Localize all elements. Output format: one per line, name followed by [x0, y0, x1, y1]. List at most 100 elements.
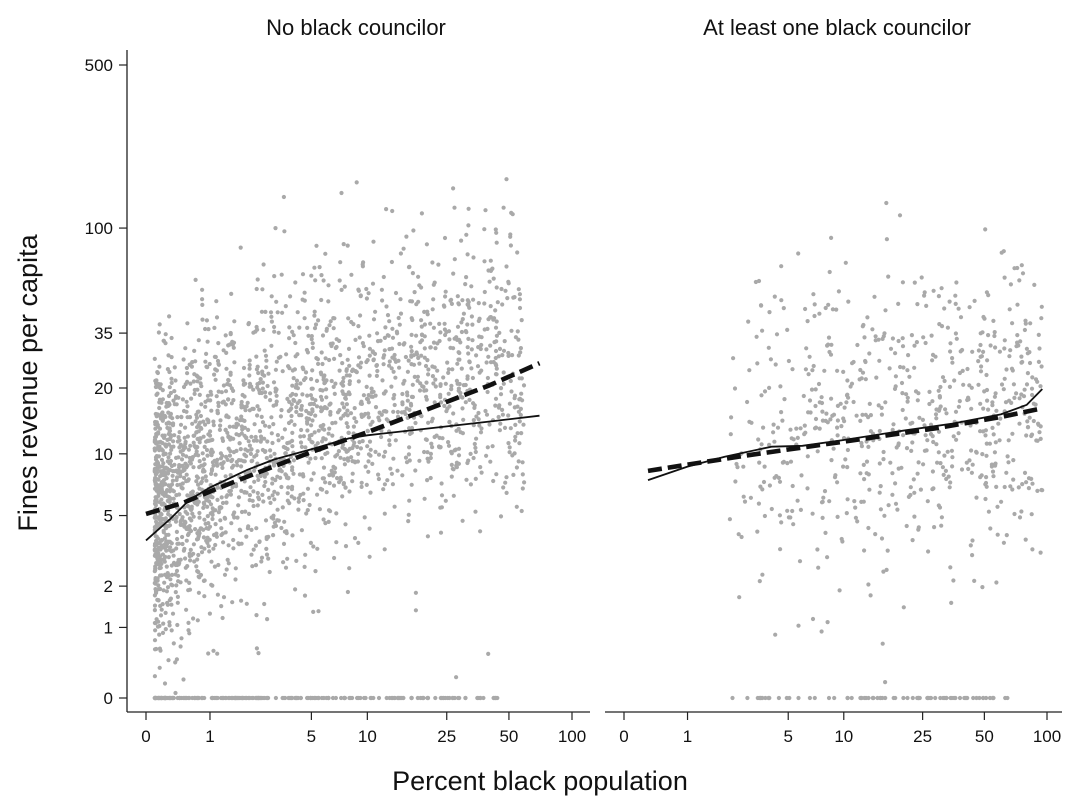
scatter-point: [295, 386, 300, 391]
scatter-point: [767, 385, 772, 390]
scatter-point: [202, 594, 207, 599]
scatter-point: [412, 374, 417, 379]
scatter-point: [811, 292, 816, 297]
scatter-point: [430, 260, 435, 265]
scatter-point: [424, 394, 429, 399]
scatter-point: [176, 435, 181, 440]
scatter-point: [291, 376, 296, 381]
scatter-point: [239, 509, 245, 515]
scatter-point: [374, 363, 379, 368]
scatter-point: [858, 367, 863, 373]
scatter-point: [882, 331, 887, 336]
scatter-point: [936, 450, 941, 455]
scatter-point: [287, 399, 292, 404]
scatter-point: [446, 391, 451, 396]
scatter-point: [1017, 515, 1023, 520]
scatter-point: [515, 404, 520, 409]
scatter-point: [747, 419, 752, 424]
scatter-point: [484, 453, 489, 458]
scatter-point: [188, 443, 193, 448]
scatter-point: [821, 495, 826, 500]
scatter-point: [328, 319, 333, 324]
scatter-point: [969, 385, 974, 390]
scatter-point: [161, 461, 166, 466]
scatter-point: [398, 297, 403, 302]
scatter-point: [472, 405, 477, 410]
scatter-point: [390, 482, 395, 487]
scatter-point: [178, 644, 183, 649]
scatter-point: [206, 521, 211, 526]
scatter-point: [910, 695, 915, 701]
scatter-point: [419, 324, 424, 329]
scatter-point: [425, 309, 430, 314]
scatter-point: [460, 518, 465, 523]
scatter-point: [376, 452, 382, 457]
scatter-point: [301, 434, 306, 439]
scatter-point: [791, 522, 796, 527]
scatter-point: [351, 424, 356, 429]
scatter-point: [303, 376, 308, 381]
scatter-point: [152, 581, 157, 586]
scatter-point: [280, 505, 285, 510]
scatter-point: [899, 380, 905, 386]
scatter-point: [324, 406, 329, 411]
scatter-point: [219, 390, 224, 395]
scatter-point: [515, 431, 520, 436]
scatter-point: [504, 475, 509, 480]
scatter-point: [185, 321, 190, 326]
scatter-point: [152, 608, 157, 613]
scatter-point: [812, 695, 817, 701]
scatter-point: [501, 370, 506, 375]
scatter-point: [238, 447, 243, 452]
scatter-point: [199, 545, 204, 550]
scatter-point: [488, 258, 493, 263]
scatter-point: [309, 273, 314, 278]
scatter-point: [299, 528, 304, 533]
scatter-point: [393, 290, 399, 296]
scatter-point: [393, 359, 398, 364]
scatter-point: [956, 431, 961, 436]
scatter-point: [976, 382, 981, 387]
scatter-point: [988, 526, 993, 531]
scatter-point: [1019, 360, 1024, 365]
scatter-point: [162, 433, 167, 438]
scatter-point: [391, 456, 396, 461]
scatter-point: [396, 315, 401, 321]
scatter-point: [319, 297, 324, 303]
scatter-point: [926, 695, 931, 701]
scatter-point: [183, 441, 188, 446]
scatter-point: [159, 502, 164, 507]
scatter-point: [1001, 387, 1006, 392]
scatter-point: [375, 368, 380, 374]
scatter-point: [251, 489, 256, 494]
scatter-point: [1038, 384, 1043, 389]
scatter-point: [736, 532, 741, 537]
scatter-point: [817, 311, 822, 316]
scatter-point: [958, 315, 964, 320]
scatter-point: [330, 433, 335, 438]
scatter-point: [164, 400, 169, 406]
scatter-point: [441, 303, 446, 308]
scatter-point: [778, 384, 783, 389]
scatter-point: [162, 556, 167, 561]
scatter-point: [330, 695, 336, 701]
scatter-point: [976, 359, 981, 364]
scatter-point: [165, 425, 170, 430]
scatter-point: [482, 289, 487, 295]
scatter-point: [170, 572, 175, 578]
scatter-point: [255, 490, 260, 496]
scatter-point: [264, 536, 269, 542]
scatter-point: [395, 409, 400, 415]
scatter-point: [886, 274, 891, 279]
x-tick-label: 100: [558, 727, 586, 746]
scatter-point: [830, 307, 836, 312]
scatter-point: [284, 352, 289, 357]
scatter-point: [204, 447, 210, 453]
scatter-point: [755, 361, 760, 366]
scatter-point: [795, 498, 800, 503]
scatter-point: [844, 400, 849, 405]
scatter-point: [401, 381, 406, 386]
scatter-point: [259, 309, 264, 314]
scatter-point: [780, 460, 786, 465]
scatter-point: [341, 413, 346, 418]
